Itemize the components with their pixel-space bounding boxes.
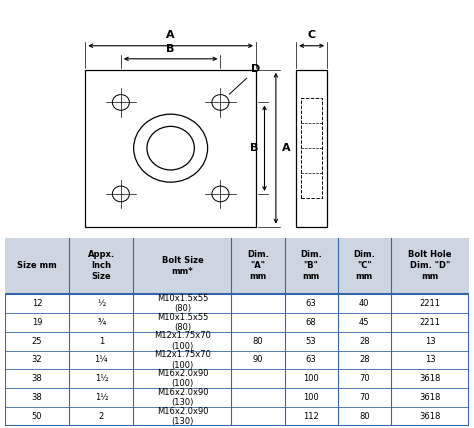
Text: 38: 38 [32,374,42,383]
Text: 1½: 1½ [95,374,108,383]
Bar [5,238,469,294]
Text: 80: 80 [359,412,370,421]
Text: 1¼: 1¼ [94,355,108,365]
Text: M16x2.0x90
(130): M16x2.0x90 (130) [157,407,208,426]
Text: ½: ½ [97,299,105,308]
Text: 13: 13 [425,336,436,346]
Text: 112: 112 [303,412,319,421]
Text: Dim.
"A"
mm: Dim. "A" mm [247,250,269,281]
Text: 80: 80 [253,336,263,346]
Text: M10x1.5x55
(80): M10x1.5x55 (80) [157,294,208,313]
Text: 3618: 3618 [419,393,441,402]
Text: M12x1.75x70
(100): M12x1.75x70 (100) [154,331,211,351]
Text: B: B [250,143,259,153]
Text: 70: 70 [359,393,370,402]
Text: 53: 53 [306,336,317,346]
Text: 1: 1 [99,336,104,346]
Text: 40: 40 [359,299,370,308]
Text: 100: 100 [303,393,319,402]
Text: 28: 28 [359,355,370,365]
Text: 68: 68 [306,318,317,327]
Text: Dim.
"B"
mm: Dim. "B" mm [300,250,322,281]
Text: 32: 32 [32,355,42,365]
Text: 25: 25 [32,336,42,346]
Text: Size mm: Size mm [17,261,57,270]
Text: 2211: 2211 [419,299,441,308]
Text: 100: 100 [303,374,319,383]
Text: 90: 90 [253,355,263,365]
Text: 2: 2 [99,412,104,421]
Text: ¾: ¾ [97,318,105,327]
Text: M16x2.0x90
(100): M16x2.0x90 (100) [157,369,208,389]
Text: 63: 63 [306,355,317,365]
Text: B: B [166,45,175,54]
Text: A: A [282,143,290,153]
Text: 2211: 2211 [419,318,441,327]
Text: M12x1.75x70
(100): M12x1.75x70 (100) [154,350,211,370]
Text: 28: 28 [359,336,370,346]
Text: 1½: 1½ [95,393,108,402]
Text: Dim.
"C"
mm: Dim. "C" mm [354,250,375,281]
Text: 45: 45 [359,318,370,327]
Text: 38: 38 [32,393,42,402]
Text: 13: 13 [425,355,436,365]
Bar [296,70,327,226]
Text: A: A [166,30,175,40]
Text: Bolt Size
mm*: Bolt Size mm* [162,256,203,276]
Text: C: C [308,30,316,40]
Text: M10x1.5x55
(80): M10x1.5x55 (80) [157,312,208,332]
Text: 63: 63 [306,299,317,308]
Bar [301,98,322,198]
Text: 19: 19 [32,318,42,327]
Text: Appx.
Inch
Size: Appx. Inch Size [88,250,115,281]
Text: 50: 50 [32,412,42,421]
Text: 12: 12 [32,299,42,308]
Text: M16x2.0x90
(130): M16x2.0x90 (130) [157,388,208,407]
Text: 3618: 3618 [419,412,441,421]
Text: 3618: 3618 [419,374,441,383]
Text: 70: 70 [359,374,370,383]
Text: Bolt Hole
Dim. "D"
mm: Bolt Hole Dim. "D" mm [408,250,452,281]
Text: D: D [251,64,261,74]
Bar [85,70,256,226]
